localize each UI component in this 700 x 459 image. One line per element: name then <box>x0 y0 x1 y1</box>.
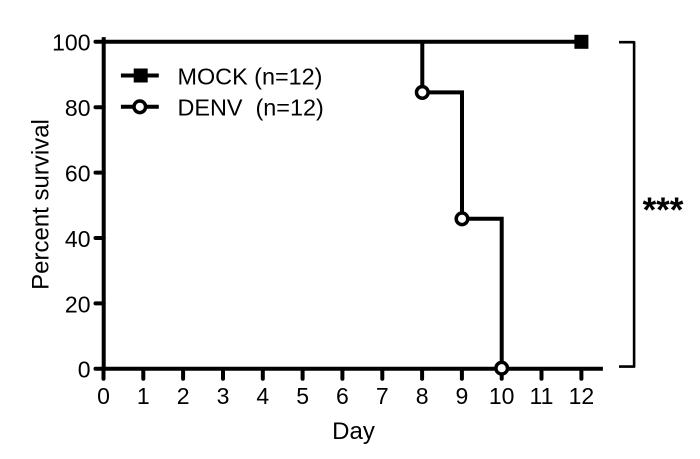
svg-text:2: 2 <box>177 383 190 409</box>
svg-text:8: 8 <box>416 383 429 409</box>
svg-text:20: 20 <box>65 291 91 317</box>
svg-text:Day: Day <box>332 418 375 445</box>
svg-text:5: 5 <box>296 383 309 409</box>
svg-text:MOCK (n=12): MOCK (n=12) <box>178 63 323 89</box>
svg-text:3: 3 <box>217 383 230 409</box>
svg-text:80: 80 <box>65 95 91 121</box>
svg-text:11: 11 <box>530 383 554 409</box>
svg-text:0: 0 <box>78 357 91 383</box>
svg-text:0: 0 <box>97 383 110 409</box>
svg-text:40: 40 <box>65 226 91 252</box>
svg-text:7: 7 <box>376 383 389 409</box>
svg-text:1: 1 <box>137 383 150 409</box>
svg-text:Percent survival: Percent survival <box>27 119 54 290</box>
svg-text:DENV (n=12): DENV (n=12) <box>178 95 324 121</box>
svg-text:100: 100 <box>52 30 90 56</box>
svg-text:9: 9 <box>456 383 469 409</box>
svg-text:***: *** <box>643 191 684 230</box>
svg-text:4: 4 <box>256 383 269 409</box>
svg-text:60: 60 <box>65 161 91 187</box>
svg-text:10: 10 <box>489 383 515 409</box>
svg-text:6: 6 <box>336 383 349 409</box>
svg-text:12: 12 <box>569 383 595 409</box>
